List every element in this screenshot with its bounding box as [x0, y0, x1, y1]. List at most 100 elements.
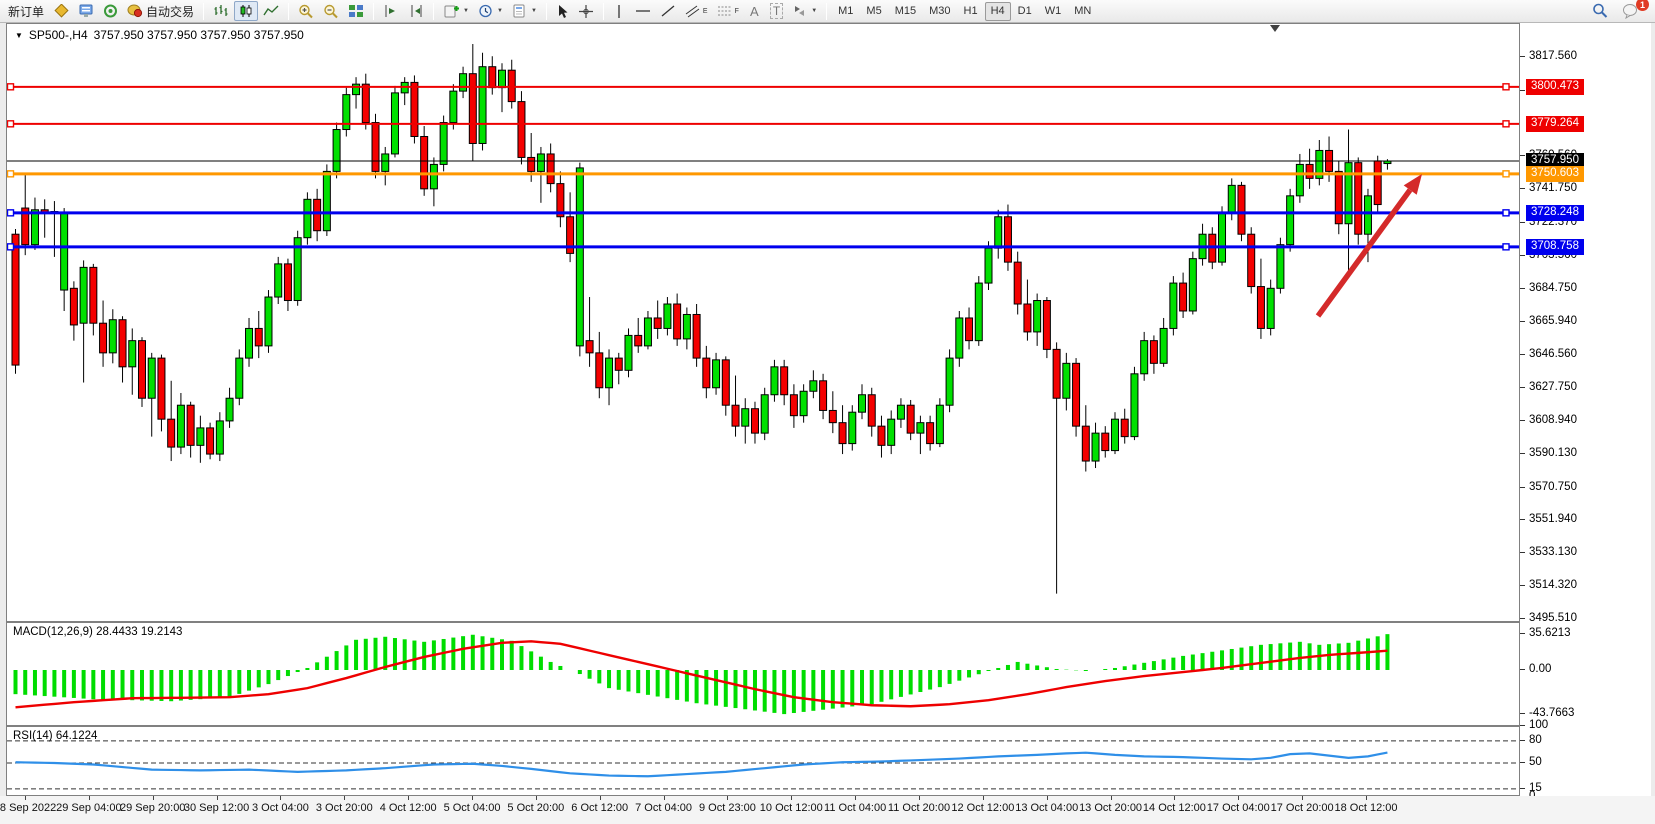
macd-histogram-bar	[71, 670, 76, 698]
candle-body	[1159, 327, 1168, 364]
time-tick-mark	[1302, 796, 1304, 800]
time-tick-mark	[408, 796, 410, 800]
timeframe-button-h1[interactable]: H1	[963, 5, 978, 17]
line-anchor[interactable]	[1502, 83, 1510, 91]
line-chart-type-button[interactable]	[259, 1, 283, 21]
macd-histogram-bar	[869, 670, 874, 705]
candle-body	[410, 81, 419, 137]
templates-button[interactable]: ▼	[508, 1, 541, 21]
timeframe-button-m1[interactable]: M1	[838, 5, 854, 17]
search-button[interactable]	[1588, 1, 1612, 21]
timeframe-button-h4[interactable]: H4	[984, 1, 1011, 21]
tile-windows-button[interactable]	[344, 1, 368, 21]
price-tick: 3551.940	[1520, 513, 1651, 527]
candle-body	[11, 233, 20, 366]
time-axis[interactable]: 28 Sep 2022 29 Sep 04:00 29 Sep 20:00 30 Se…	[0, 796, 1655, 824]
line-anchor[interactable]	[7, 83, 15, 91]
axis-tick-mark	[1520, 486, 1525, 488]
line-anchor[interactable]	[7, 170, 15, 178]
timeframe-button-m15[interactable]: M15	[894, 5, 917, 17]
trendline-tool-button[interactable]	[656, 1, 680, 21]
timeframe-button-w1[interactable]: W1	[1044, 5, 1062, 17]
candle-body	[1013, 261, 1022, 305]
vertical-line-tool-button[interactable]	[609, 1, 630, 21]
text-label-tool-button[interactable]: T	[766, 1, 787, 21]
horizontal-line-tool-button[interactable]	[631, 1, 655, 21]
macd-histogram-bar	[305, 667, 310, 670]
candle-body	[741, 408, 750, 427]
axis-tick-label: 3627.750	[1529, 381, 1577, 394]
axis-tick-label: 50	[1529, 756, 1542, 768]
one-click-trading-toggle-icon[interactable]: ▼	[15, 30, 23, 40]
axis-tick-label: -43.7663	[1529, 707, 1575, 720]
main-chart-panel[interactable]: ▼ SP500-,H4 3757.950 3757.950 3757.950 3…	[6, 23, 1520, 622]
auto-trading-button[interactable]: 自动交易	[123, 1, 198, 21]
time-axis-label: 10 Oct 12:00	[759, 802, 823, 814]
macd-histogram-bar	[198, 670, 203, 700]
chart-shift-marker-icon[interactable]	[1270, 25, 1280, 32]
line-anchor[interactable]	[1502, 209, 1510, 217]
text-tool-button[interactable]: A	[744, 1, 765, 21]
macd-histogram-bar	[227, 670, 232, 698]
zoom-out-button[interactable]	[319, 1, 343, 21]
candlestick-chart-type-button[interactable]	[234, 1, 259, 21]
new-order-button[interactable]: 新订单	[4, 1, 48, 21]
fibonacci-tool-button[interactable]: F	[713, 1, 743, 21]
candle-body	[770, 366, 779, 396]
channel-tool-button[interactable]: E	[681, 1, 712, 21]
line-anchor[interactable]	[1502, 243, 1510, 251]
arrows-tool-button[interactable]: ▼	[788, 1, 821, 21]
macd-histogram-bar	[1044, 667, 1049, 670]
periods-button[interactable]: ▼	[474, 1, 507, 21]
candle-body	[653, 317, 662, 329]
trend-arrow-shaft[interactable]	[1315, 188, 1413, 318]
zoom-in-button[interactable]	[294, 1, 318, 21]
price-line-badge: 3750.603	[1526, 165, 1584, 182]
axis-tick-mark	[1520, 155, 1525, 157]
cursor-tool-button[interactable]	[552, 1, 573, 21]
rsi-panel[interactable]: RSI(14) 64.1224	[6, 726, 1520, 796]
candle-body	[264, 296, 273, 347]
price-axis[interactable]: 3817.5603798.1803760.5603741.7503722.370…	[1520, 23, 1651, 802]
axis-tick-mark	[1520, 354, 1525, 356]
candlestick-chart-icon	[240, 5, 252, 17]
time-tick-mark	[791, 796, 793, 800]
macd-histogram-bar	[1005, 664, 1010, 670]
line-anchor[interactable]	[7, 209, 15, 217]
macd-panel[interactable]: MACD(12,26,9) 28.4433 19.2143	[6, 622, 1520, 726]
candle-body	[916, 422, 925, 434]
axis-tick-label: 15	[1529, 781, 1542, 794]
timeframe-button-m5[interactable]: M5	[866, 5, 882, 17]
macd-histogram-bar	[363, 638, 368, 670]
candle-body	[955, 317, 964, 359]
macd-histogram-bar	[1132, 664, 1137, 670]
chat-button[interactable]: 1	[1618, 0, 1649, 21]
metaquotes-button[interactable]	[49, 1, 73, 21]
chart-shift-button[interactable]	[404, 1, 428, 21]
bar-chart-type-button[interactable]	[209, 1, 233, 21]
axis-tick-label: 3741.750	[1529, 182, 1577, 195]
candle-body	[935, 404, 944, 445]
line-anchor[interactable]	[7, 120, 15, 128]
line-anchor[interactable]	[7, 243, 15, 251]
crosshair-tool-button[interactable]	[574, 1, 598, 21]
macd-histogram-bar	[1200, 653, 1205, 670]
axis-tick-mark	[1520, 739, 1525, 741]
timeframe-button-d1[interactable]: D1	[1017, 5, 1032, 17]
candle-body	[342, 94, 351, 131]
line-anchor[interactable]	[1502, 170, 1510, 178]
navigator-button[interactable]	[99, 1, 122, 21]
market-watch-button[interactable]	[74, 1, 98, 21]
timeframe-button-m30[interactable]: M30	[929, 5, 951, 17]
candle-body	[731, 404, 740, 427]
timeframe-button-mn[interactable]: MN	[1074, 5, 1092, 17]
time-axis-label: 3 Oct 04:00	[251, 802, 309, 814]
auto-scroll-button[interactable]	[379, 1, 403, 21]
candle-body	[566, 216, 575, 254]
indicators-button[interactable]: ▼	[439, 1, 473, 21]
price-tick: 3817.560	[1520, 50, 1651, 64]
trend-arrow-head[interactable]	[1403, 174, 1422, 195]
line-anchor[interactable]	[1502, 120, 1510, 128]
candle-body	[721, 359, 730, 406]
